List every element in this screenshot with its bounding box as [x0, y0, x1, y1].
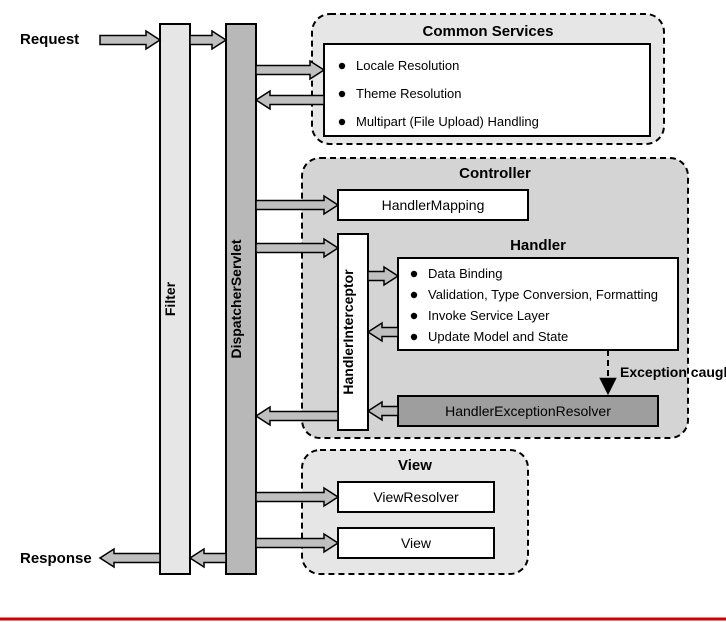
title-handler: Handler [510, 237, 566, 254]
label-exception-resolver: HandlerExceptionResolver [445, 403, 611, 419]
common-item-1: Theme Resolution [356, 86, 462, 101]
label-view-resolver: ViewResolver [373, 489, 459, 505]
label-view: View [401, 535, 432, 551]
handler-item-0: Data Binding [428, 266, 502, 281]
title-controller: Controller [459, 165, 531, 182]
label-response: Response [20, 550, 92, 567]
label-request: Request [20, 31, 79, 48]
handler-item-3: Update Model and State [428, 329, 568, 344]
label-handler-interceptor: HandlerInterceptor [340, 269, 356, 395]
label-handler-mapping: HandlerMapping [382, 197, 485, 213]
common-item-0: Locale Resolution [356, 58, 459, 73]
label-filter: Filter [162, 281, 178, 316]
handler-item-2: Invoke Service Layer [428, 308, 550, 323]
label-dispatcher-servlet: DispatcherServlet [228, 239, 244, 358]
handler-item-1: Validation, Type Conversion, Formatting [428, 287, 658, 302]
title-common-services: Common Services [423, 23, 554, 40]
common-item-2: Multipart (File Upload) Handling [356, 114, 539, 129]
title-view: View [398, 457, 432, 474]
label-exception-caught: Exception caught [620, 364, 726, 380]
